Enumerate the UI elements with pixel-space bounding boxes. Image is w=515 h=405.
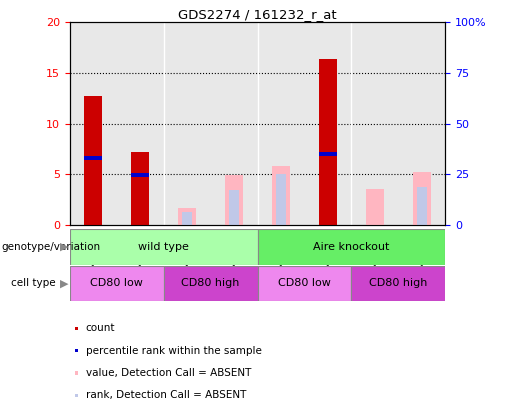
Text: CD80 low: CD80 low (278, 278, 331, 288)
Bar (258, 229, 445, 265)
Bar (70, 266, 164, 301)
Text: cell type: cell type (11, 278, 56, 288)
Bar (164, 266, 258, 301)
Text: percentile rank within the sample: percentile rank within the sample (85, 346, 262, 356)
Bar (229, 190, 239, 225)
Bar (413, 172, 432, 225)
Text: rank, Detection Call = ABSENT: rank, Detection Call = ABSENT (85, 390, 246, 400)
Bar (417, 187, 427, 225)
Text: CD80 high: CD80 high (181, 278, 239, 288)
Text: Aire knockout: Aire knockout (313, 242, 390, 252)
Bar (276, 174, 286, 225)
Text: wild type: wild type (138, 242, 189, 252)
Bar (131, 173, 149, 177)
Text: genotype/variation: genotype/variation (1, 242, 100, 252)
Bar (182, 211, 192, 225)
Bar (178, 207, 196, 225)
Bar (258, 266, 351, 301)
Text: CD80 high: CD80 high (369, 278, 427, 288)
Bar (366, 190, 384, 225)
Text: CD80 low: CD80 low (90, 278, 143, 288)
Bar (319, 152, 337, 156)
Text: count: count (85, 324, 115, 333)
Bar (319, 59, 337, 225)
Bar (352, 266, 445, 301)
Bar (70, 229, 258, 265)
Bar (271, 166, 290, 225)
Bar (131, 152, 149, 225)
Text: ▶: ▶ (60, 242, 68, 252)
Bar (225, 175, 244, 225)
Title: GDS2274 / 161232_r_at: GDS2274 / 161232_r_at (178, 8, 337, 21)
Text: value, Detection Call = ABSENT: value, Detection Call = ABSENT (85, 368, 251, 378)
Bar (83, 96, 102, 225)
Bar (83, 156, 102, 160)
Text: ▶: ▶ (60, 278, 68, 288)
